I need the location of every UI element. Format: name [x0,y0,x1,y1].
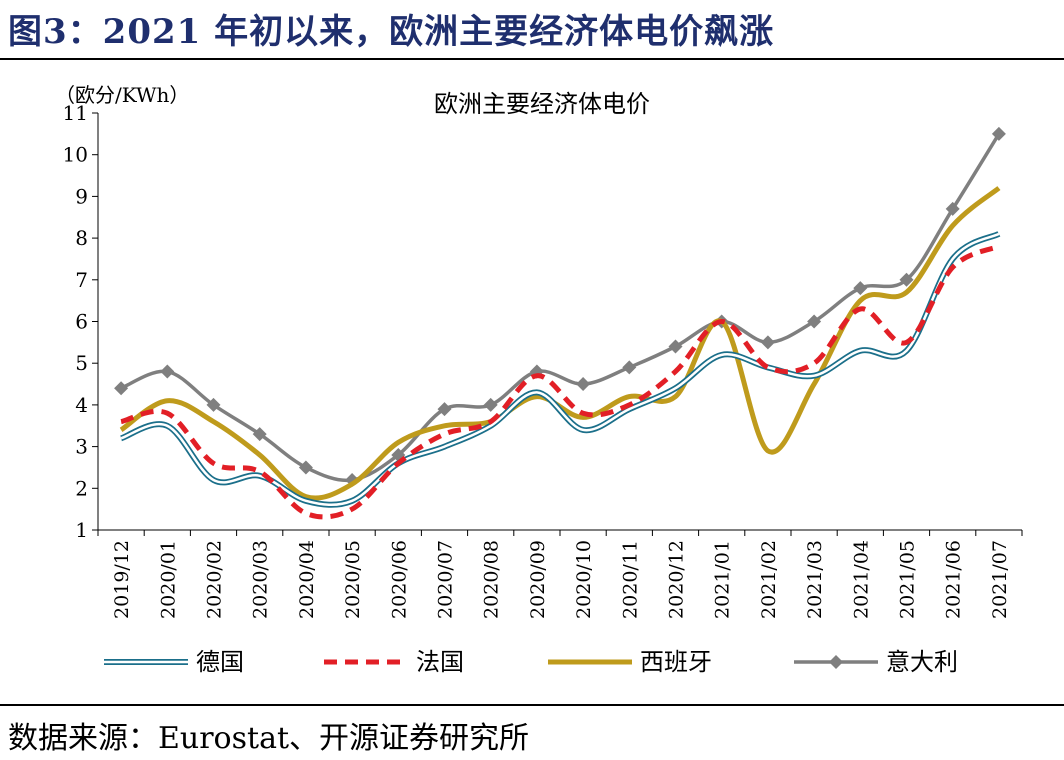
x-tick-label: 2020/04 [296,540,318,619]
series-point-italy [252,427,267,442]
y-tick-label: 2 [75,476,88,500]
plot-area: 1 2 3 4 5 6 7 8 9 10 11 2019/12 2020/01 2020/02 2020/0… [63,101,1023,619]
series-point-italy [483,397,498,412]
chart-title: 欧洲主要经济体电价 [434,90,650,118]
y-tick-label: 6 [75,310,88,334]
x-tick-label: 2020/06 [388,540,410,619]
x-tick-label: 2021/06 [943,540,965,619]
y-axis-unit-label: （欧分/KWh） [55,83,189,107]
x-tick-label: 2021/07 [989,540,1011,619]
series-point-italy [576,377,591,392]
series-point-italy [437,402,452,417]
series-line-italy [120,132,1001,483]
x-tick-label: 2020/03 [250,540,272,619]
y-tick-label: 8 [75,226,88,250]
y-tick-label: 10 [63,143,88,167]
figure-title: 图3：2021 年初以来，欧洲主要经济体电价飙涨 [8,12,775,52]
x-tick-label: 2021/05 [897,540,919,619]
series-line-germany [120,231,1001,508]
y-tick-label: 5 [75,351,88,375]
x-tick-label: 2020/07 [435,540,457,619]
x-tick-label: 2020/10 [573,540,595,619]
legend-label-france: 法国 [416,648,464,676]
x-tick-label: 2021/03 [804,540,826,619]
line-chart: 欧洲主要经济体电价 （欧分/KWh） 1 2 3 4 5 6 7 8 9 10 11 2019/12 2… [55,83,1023,676]
x-tick-label: 2021/02 [758,540,780,619]
y-tick-label: 9 [75,184,88,208]
y-tick-label: 1 [75,518,88,542]
legend-label-germany: 德国 [196,648,244,676]
series-point-italy [114,381,129,396]
series-point-italy [298,460,313,475]
top-divider [0,58,1064,60]
series-point-italy [807,314,822,329]
series-point-italy [853,281,868,296]
series-point-italy [760,335,775,350]
x-tick-label: 2020/11 [619,540,641,619]
legend-marker-italy [829,655,843,669]
series-point-italy [945,201,960,216]
series-point-italy [622,360,637,375]
y-tick-label: 11 [63,101,88,125]
legend-label-spain: 西班牙 [640,648,712,676]
series-line-spain [119,186,1001,501]
series-line-germany-inner [120,232,1000,506]
series-point-italy [991,126,1006,141]
bottom-divider [0,704,1064,706]
y-tick-label: 7 [75,268,88,292]
x-tick-label: 2020/01 [157,540,179,619]
x-tick-label: 2019/12 [111,540,133,619]
series-point-italy [899,272,914,287]
series-point-italy [206,397,221,412]
y-tick-label: 4 [75,393,88,417]
x-tick-label: 2020/12 [666,540,688,619]
x-tick-label: 2020/05 [342,540,364,619]
x-tick-label: 2020/09 [527,540,549,619]
source-note: 数据来源：Eurostat、开源证券研究所 [8,721,530,756]
legend-label-italy: 意大利 [886,648,958,676]
x-tick-label: 2020/02 [204,540,226,619]
y-tick-label: 3 [75,435,88,459]
chart-area: 欧洲主要经济体电价 （欧分/KWh） 1 2 3 4 5 6 7 8 9 10 11 2019/12 2… [0,60,1064,702]
series-point-italy [160,364,175,379]
x-tick-label: 2020/08 [481,540,503,619]
series-line-france [120,244,1000,520]
x-tick-label: 2021/04 [850,540,872,619]
series-point-italy [668,339,683,354]
x-tick-label: 2021/01 [712,540,734,619]
legend: 德国 法国 西班牙 意大利 [104,648,958,676]
